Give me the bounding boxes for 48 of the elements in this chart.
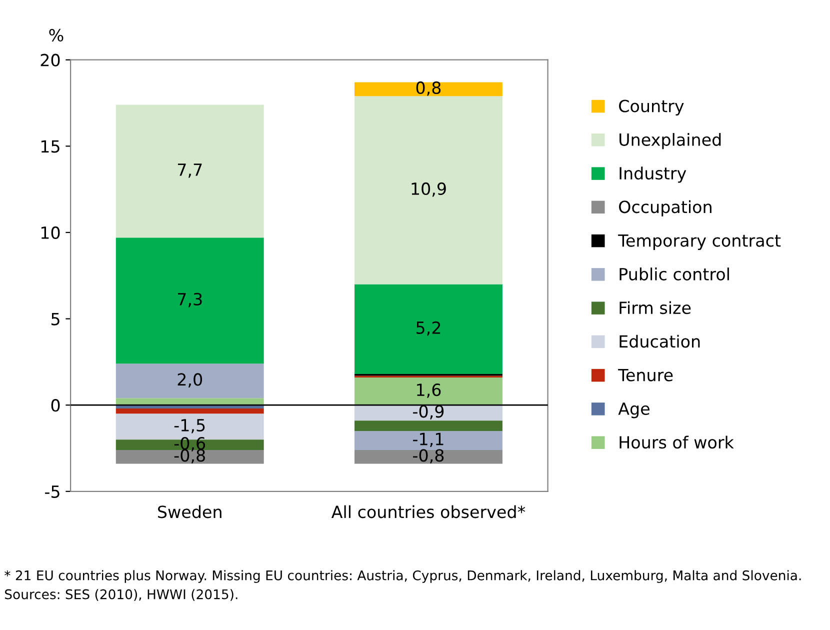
data-label: 7,3 [178, 292, 202, 308]
y-axis-title: % [49, 28, 64, 42]
legend-label: Country [619, 100, 684, 116]
data-label: 5,2 [416, 321, 440, 336]
y-tick-label: 0 [51, 399, 60, 412]
legend-label: Tenure [618, 368, 673, 382]
source-note: Sources: SES (2010), HWWI (2015). [5, 589, 238, 601]
legend-label: Unexplained [620, 133, 721, 150]
bar [116, 408, 264, 414]
bar [354, 96, 502, 284]
y-tick-label: -5 [45, 486, 60, 498]
bar [116, 104, 264, 238]
data-label: 0,8 [416, 81, 441, 96]
y-tick-label: 20 [40, 54, 60, 66]
data-label: -1,1 [413, 432, 444, 448]
legend-label: Industry [620, 166, 686, 183]
data-label: -0,8 [174, 449, 205, 464]
y-tick-label: 15 [41, 140, 60, 153]
bar [116, 364, 264, 398]
y-tick-label: 5 [52, 312, 60, 326]
data-label: 10,9 [412, 182, 446, 197]
legend-label: Education [620, 334, 700, 348]
data-label: -0,6 [174, 437, 206, 452]
legend-label: Hours of work [620, 436, 734, 449]
data-label: 1,6 [417, 384, 441, 398]
bar [354, 284, 502, 374]
legend-label: Firm size [620, 301, 691, 314]
y-tick-label: 10 [41, 226, 60, 240]
bar [354, 430, 502, 450]
legend-label: Occupation [619, 200, 712, 216]
bar [354, 377, 502, 406]
legend-label: Temporary contract [618, 234, 781, 250]
data-label: 7,7 [178, 164, 202, 178]
bar [116, 238, 264, 364]
data-label: -1,5 [174, 419, 205, 434]
legend-label: Public control [620, 268, 729, 280]
x-tick-label: All countries observed* [331, 505, 526, 518]
text: * 21 EU countries plus Norway. Missing EU countries: Austria, Cyprus, Denmark, Ireland, Luxemburg, Malta and Slovenia. [4, 570, 801, 583]
bar [354, 450, 502, 464]
x-tick-label: Sweden [158, 505, 222, 518]
bar [116, 450, 264, 464]
bar [116, 398, 264, 406]
data-label: -0,8 [413, 449, 444, 464]
data-label: 2,0 [178, 373, 202, 388]
legend-label: Age [618, 402, 650, 418]
data-label: -0,9 [413, 405, 444, 420]
bar [354, 82, 502, 96]
bar [354, 420, 502, 431]
